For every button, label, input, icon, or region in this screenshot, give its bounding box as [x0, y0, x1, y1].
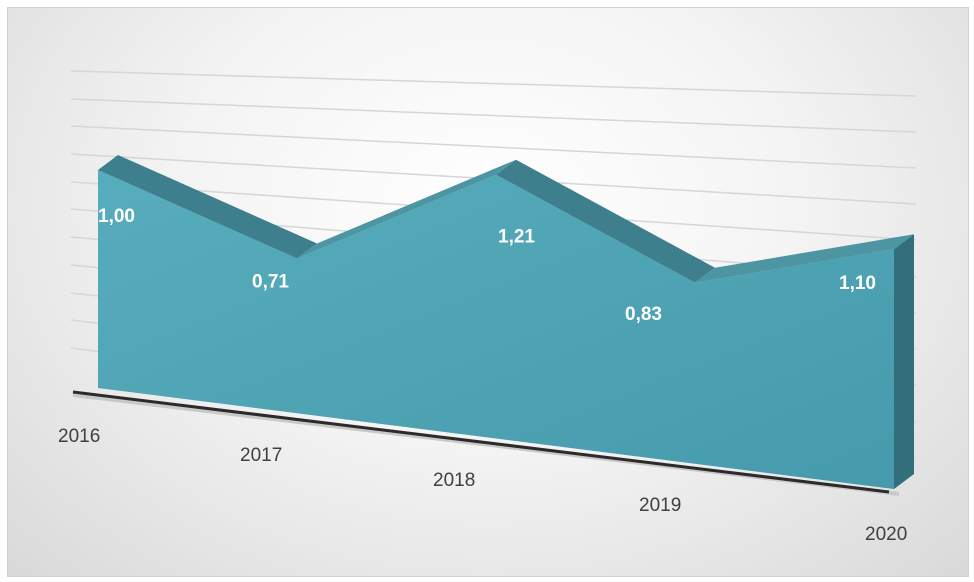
gridline	[70, 98, 917, 133]
data-label: 0,71	[252, 271, 289, 292]
category-tick-labels: 2016 2017 2018 2019 2020	[58, 426, 907, 545]
area-top-face	[98, 155, 317, 259]
category-tick-label: 2019	[639, 495, 681, 516]
gridline	[70, 70, 917, 97]
data-label: 1,00	[98, 206, 135, 227]
data-label: 0,83	[625, 304, 662, 325]
data-labels: 1,00 0,71 1,21 0,83 1,10	[98, 206, 876, 325]
gridline	[70, 125, 917, 169]
area-side-face	[894, 234, 914, 489]
area-front-shade	[98, 170, 894, 489]
area-chart-3d: 1,00 0,71 1,21 0,83 1,10 2016 2017 2018 2019 202…	[58, 70, 917, 545]
area-series	[98, 155, 914, 489]
category-tick-label: 2020	[865, 524, 907, 545]
category-axis-line	[72, 390, 890, 494]
area-top-face	[695, 234, 914, 283]
category-tick-label: 2018	[433, 470, 475, 491]
category-axis	[72, 390, 899, 496]
category-tick-label: 2016	[58, 426, 100, 447]
data-label: 1,21	[498, 227, 535, 248]
area-top-face	[496, 159, 715, 283]
category-tick-label: 2017	[240, 445, 282, 466]
area-top-face	[297, 159, 516, 259]
data-label: 1,10	[839, 273, 876, 294]
chart-area: 1,00 0,71 1,21 0,83 1,10 2016 2017 2018 2019 202…	[7, 7, 969, 577]
